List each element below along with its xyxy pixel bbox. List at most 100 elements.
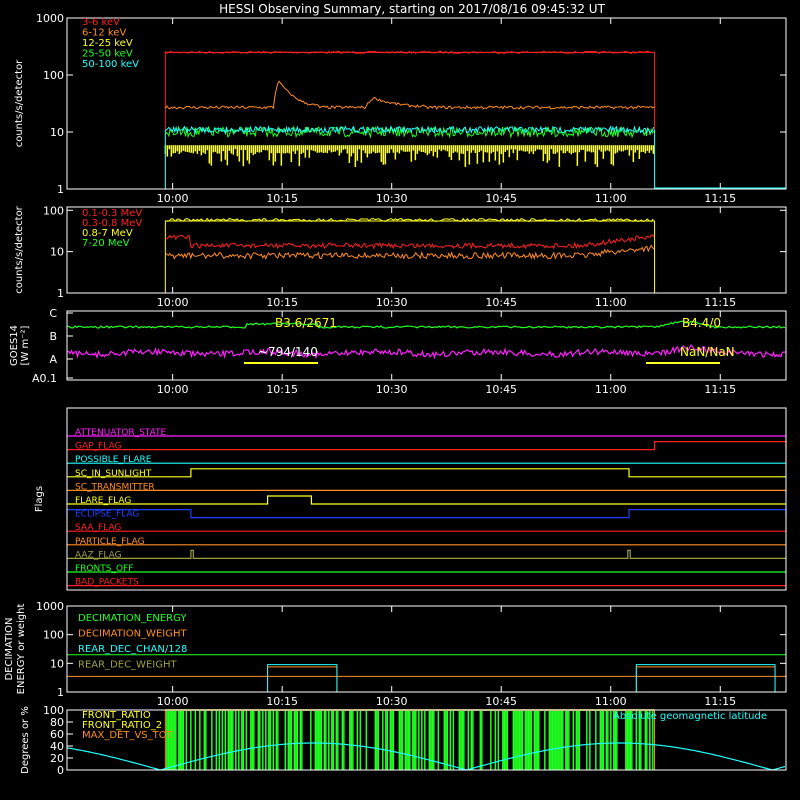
x-tick-label: 10:15	[266, 383, 298, 396]
x-tick-label: 10:45	[485, 383, 517, 396]
goes-class-label: A0.1	[32, 372, 57, 385]
legend-entry: 0.8-7 MeV	[82, 228, 133, 239]
goes-class-label: A	[49, 353, 57, 366]
y-tick-label: 1	[57, 686, 64, 699]
legend-entry: 7-20 MeV	[82, 238, 130, 249]
flag-label: AAZ_FLAG	[75, 550, 122, 560]
y-axis-label: ENERGY or weight	[16, 604, 27, 695]
x-tick-label: 11:00	[595, 296, 627, 309]
y-tick-label: 1	[57, 183, 64, 196]
legend-entry: Absolute geomagnetic latitude	[613, 711, 767, 722]
x-tick-label: 11:15	[704, 192, 736, 205]
x-tick-label: 10:30	[376, 296, 408, 309]
flag-label: POSSIBLE_FLARE	[75, 455, 152, 465]
y-tick-label: 100	[43, 629, 64, 642]
y-tick-label: 80	[50, 716, 64, 729]
plot-frame-5	[66, 709, 787, 771]
x-tick-label: 11:15	[704, 695, 736, 708]
series-0.8-7mev	[164, 220, 656, 293]
plot-frame-0	[66, 17, 787, 190]
goes-class-label: B	[49, 330, 57, 343]
legend-entry: 6-12 keV	[82, 28, 126, 39]
legend-entry: 50-100 keV	[82, 59, 139, 70]
series-3-6kev-noise	[164, 50, 654, 54]
decimation-box	[635, 664, 776, 692]
flag-trace	[66, 509, 787, 519]
y-axis-label: [W m⁻²]	[20, 325, 31, 365]
y-axis-label: counts/s/detector	[14, 205, 25, 293]
legend-entry: FRONT_RATIO_2	[82, 720, 162, 731]
flag-label: SC_TRANSMITTER	[75, 482, 155, 492]
flag-label: FLARE_FLAG	[75, 496, 131, 506]
x-tick-label: 11:00	[595, 695, 627, 708]
legend-entry: FRONT_RATIO	[82, 710, 151, 721]
goes-long-channel	[66, 320, 786, 329]
flag-label: ATTENUATOR_STATE	[75, 428, 167, 438]
legend-entry: 12-25 keV	[82, 38, 133, 49]
y-axis-label: counts/s/detector	[14, 59, 25, 147]
flag-label: SAA_FLAG	[75, 523, 121, 533]
legend-entry: MAX_DET_VS_TOT	[82, 730, 174, 741]
geomagnetic-latitude-trace	[66, 742, 786, 771]
y-tick-label: 100	[43, 704, 64, 717]
flag-trace	[67, 468, 786, 478]
y-axis-label: Degrees or %	[20, 706, 31, 774]
y-tick-label: 60	[50, 728, 64, 741]
y-tick-label: 10	[50, 657, 64, 670]
x-tick-label: 10:15	[266, 296, 298, 309]
y-axis-label: Flags	[34, 486, 45, 512]
legend-entry: DECIMATION_ENERGY	[78, 613, 187, 624]
goes-annotation: NaN/NaN	[680, 345, 735, 359]
x-tick-label: 10:30	[376, 695, 408, 708]
plot-frame-3	[66, 407, 787, 591]
x-tick-label: 11:00	[595, 192, 627, 205]
count-rate-series-group	[164, 51, 786, 189]
plot-frame-2	[66, 310, 787, 381]
x-tick-label: 10:45	[485, 296, 517, 309]
x-tick-label: 10:30	[376, 192, 408, 205]
plot-frame-1	[66, 206, 787, 294]
flag-label: PARTICLE_FLAG	[75, 537, 145, 547]
legend-entry: 0.1-0.3 MeV	[82, 208, 142, 219]
flag-label: BAD_PACKETS	[75, 578, 139, 588]
y-tick-label: 1000	[36, 12, 64, 25]
y-tick-label: 100	[43, 69, 64, 82]
legend-entry: 25-50 keV	[82, 49, 133, 60]
flag-label: ECLIPSE_FLAG	[75, 510, 139, 520]
goes-annotation: ~794/140	[258, 345, 318, 359]
flag-trace	[67, 495, 786, 505]
series-6-12kev	[164, 80, 655, 110]
x-tick-label: 10:00	[157, 383, 189, 396]
y-tick-label: 1	[57, 287, 64, 300]
legend-entry: REAR_DEC_WEIGHT	[78, 660, 177, 671]
decimation-box	[267, 664, 338, 692]
series-0.8-7mev-noise	[165, 217, 654, 223]
legend-entry: DECIMATION_WEIGHT	[78, 629, 187, 640]
flag-trace	[67, 549, 786, 559]
legend-entry: 0.3-0.8 MeV	[82, 218, 142, 229]
x-tick-label: 11:15	[704, 296, 736, 309]
goes-class-label: C	[49, 307, 57, 320]
x-tick-label: 10:00	[157, 695, 189, 708]
flag-label: GAP_FLAG	[75, 442, 121, 452]
x-tick-label: 10:30	[376, 383, 408, 396]
y-axis-label: GOES14	[9, 325, 20, 366]
goes-annotation: B4.4/0	[682, 316, 721, 330]
legend-entry: REAR_DEC_CHAN/128	[78, 644, 187, 655]
x-tick-label: 10:00	[157, 192, 189, 205]
x-tick-label: 10:15	[266, 192, 298, 205]
series-50-100kev	[164, 125, 655, 135]
plot-stack: 1 10 100 1000 10:00 10:15 10:30 10:45 11:00 11:15…	[4, 12, 787, 777]
y-tick-label: 100	[43, 204, 64, 217]
series-orange-high	[164, 244, 655, 261]
x-tick-label: 11:00	[595, 383, 627, 396]
y-tick-label: 1000	[36, 600, 64, 613]
legend-entry: 3-6 keV	[82, 17, 120, 28]
x-tick-label: 10:45	[485, 695, 517, 708]
series-0.3-0.8mev	[165, 234, 655, 250]
plot-frame-4	[66, 605, 787, 693]
chart-title: HESSI Observing Summary, starting on 201…	[219, 2, 605, 16]
y-tick-label: 10	[50, 246, 64, 259]
